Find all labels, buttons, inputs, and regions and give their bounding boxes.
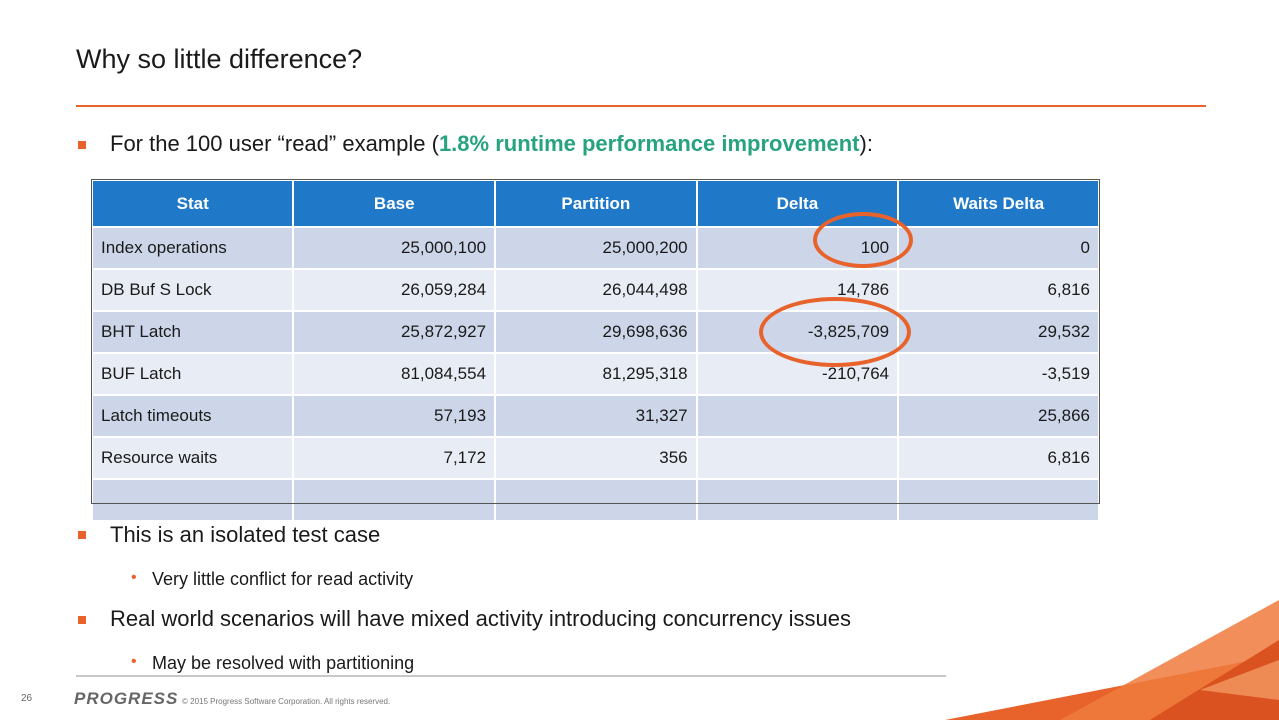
table-cell: DB Buf S Lock	[90, 268, 295, 312]
table-cell: 26,044,498	[494, 268, 698, 312]
table-cell	[695, 436, 900, 480]
table-row	[90, 478, 1100, 522]
table-cell: 7,172	[292, 436, 497, 480]
table-cell: Resource waits	[90, 436, 295, 480]
table-cell: -3,519	[897, 352, 1100, 396]
slide-title: Why so little difference?	[76, 44, 363, 74]
table-cell: 81,084,554	[292, 352, 497, 396]
table-cell	[695, 478, 900, 522]
header-partition: Partition	[494, 179, 698, 228]
table-cell	[897, 478, 1100, 522]
table-cell: 25,866	[897, 394, 1100, 438]
footer-divider	[76, 675, 946, 677]
bullet-1-text: For the 100 user “read” example (	[110, 131, 439, 156]
table-cell: Index operations	[90, 226, 295, 270]
table-cell: 81,295,318	[494, 352, 698, 396]
highlight-circle-delta-100	[813, 212, 913, 268]
bullet-square-icon	[78, 531, 86, 539]
table-cell: 356	[494, 436, 698, 480]
sub-bullet-1: Very little conflict for read activity	[152, 569, 414, 589]
table-row: Resource waits 7,172 356 6,816	[90, 436, 1100, 480]
bullet-1-suffix: ):	[859, 131, 873, 156]
sub-bullet-dot-icon: •	[131, 653, 137, 670]
header-stat: Stat	[90, 179, 295, 228]
table-cell	[695, 394, 900, 438]
table-row: Index operations 25,000,100 25,000,200 1…	[90, 226, 1100, 270]
header-base: Base	[292, 179, 497, 228]
table-cell	[292, 478, 497, 522]
table-cell: 29,698,636	[494, 310, 698, 354]
table-cell: 57,193	[292, 394, 497, 438]
bullet-square-icon	[78, 616, 86, 624]
sub-bullet-2: May be resolved with partitioning	[152, 653, 415, 673]
table-row: Latch timeouts 57,193 31,327 25,866	[90, 394, 1100, 438]
table-cell: Latch timeouts	[90, 394, 295, 438]
table-cell: 31,327	[494, 394, 698, 438]
header-waits-delta: Waits Delta	[897, 179, 1100, 228]
bullet-square-icon	[78, 141, 86, 149]
progress-logo: PROGRESS	[74, 689, 179, 708]
table-cell: 29,532	[897, 310, 1100, 354]
sub-bullet-dot-icon: •	[131, 569, 137, 586]
table-cell: 0	[897, 226, 1100, 270]
table-cell: 6,816	[897, 268, 1100, 312]
table-row: BUF Latch 81,084,554 81,295,318 -210,764…	[90, 352, 1100, 396]
copyright-text: © 2015 Progress Software Corporation. Al…	[182, 697, 391, 706]
table-cell: 25,000,100	[292, 226, 497, 270]
table-cell: BUF Latch	[90, 352, 295, 396]
table-row: DB Buf S Lock 26,059,284 26,044,498 14,7…	[90, 268, 1100, 312]
bullet-2: This is an isolated test case	[110, 522, 381, 547]
table-cell: 25,872,927	[292, 310, 497, 354]
highlight-circle-delta-bht	[759, 297, 911, 367]
title-underline	[76, 105, 1206, 107]
bullet-3: Real world scenarios will have mixed act…	[110, 606, 851, 631]
page-number: 26	[21, 693, 33, 704]
bullet-1: For the 100 user “read” example (1.8% ru…	[110, 131, 873, 157]
table-cell: BHT Latch	[90, 310, 295, 354]
table-cell	[90, 478, 295, 522]
table-header-row: Stat Base Partition Delta Waits Delta	[90, 179, 1100, 228]
table-cell: 6,816	[897, 436, 1100, 480]
bullet-1-highlight: 1.8% runtime performance improvement	[438, 131, 860, 156]
table-cell	[494, 478, 698, 522]
table-cell: 25,000,200	[494, 226, 698, 270]
table-cell: 26,059,284	[292, 268, 497, 312]
